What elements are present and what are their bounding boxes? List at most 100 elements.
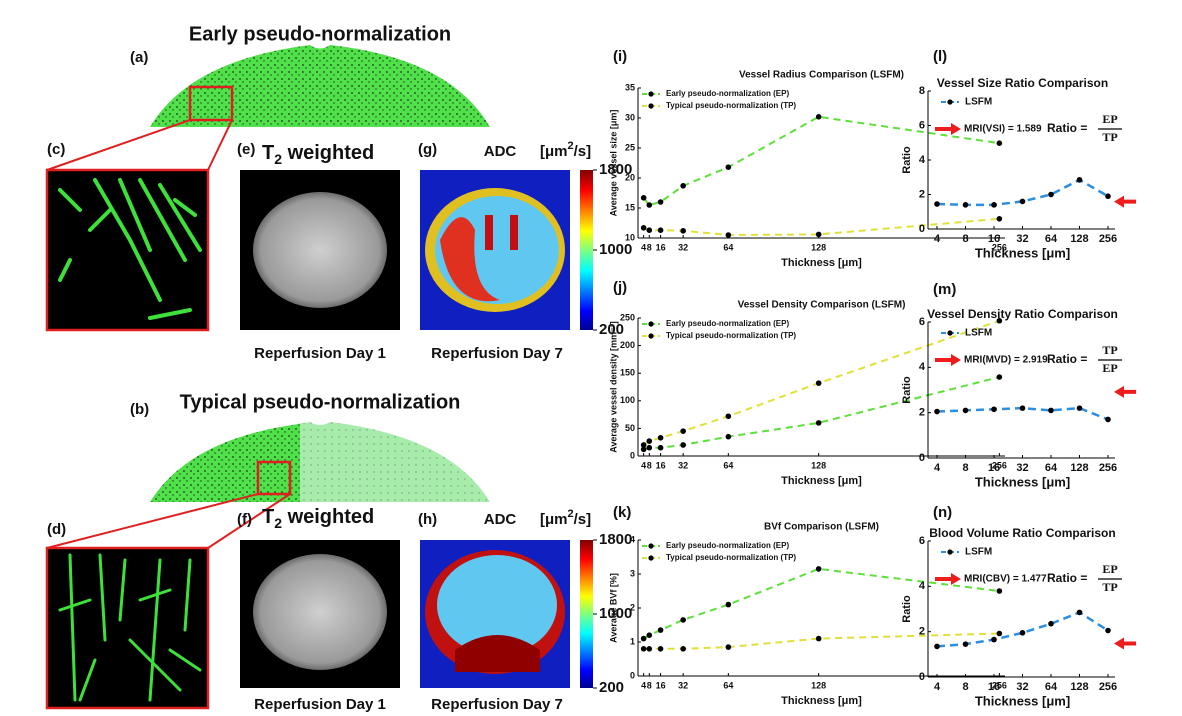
legend-arrow <box>935 573 961 585</box>
y-axis-label: Average vessel size [μm] <box>608 110 618 217</box>
point <box>725 433 732 440</box>
y-tick-label: 0 <box>630 450 635 460</box>
adc-brain <box>437 555 557 655</box>
point <box>657 434 664 441</box>
caption: Reperfusion Day 7 <box>431 345 563 362</box>
y-axis-label: Ratio <box>901 376 913 404</box>
t2-sub: 2 <box>274 151 282 167</box>
caption: Reperfusion Day 7 <box>431 696 563 713</box>
caption: Reperfusion Day 1 <box>254 345 386 362</box>
y-tick-label: 0 <box>919 452 925 464</box>
x-tick-label: 256 <box>1099 681 1117 693</box>
x-tick-label: 64 <box>1045 681 1058 693</box>
point <box>815 420 822 426</box>
point <box>962 641 969 647</box>
legend-marker <box>648 333 654 339</box>
colorbar-tick-label: 200 <box>599 321 624 338</box>
t2-label: T2 weighted <box>262 142 374 166</box>
y-tick-label: 6 <box>919 535 925 547</box>
point <box>646 227 653 233</box>
unit-label: [μm2/s] <box>540 140 591 160</box>
point <box>996 374 1003 380</box>
y-tick-label: 8 <box>919 85 925 97</box>
x-tick-label: 32 <box>678 460 688 470</box>
zoom-box <box>256 460 292 496</box>
point <box>646 632 653 638</box>
legend-label: Typical pseudo-normalization (TP) <box>666 553 796 562</box>
early-title: Early pseudo-normalization <box>189 23 451 45</box>
t2-main: T <box>262 506 274 528</box>
point <box>1105 193 1111 200</box>
x-tick-label: 256 <box>1099 233 1117 245</box>
panel-label: (f) <box>237 511 252 528</box>
vessels <box>58 553 202 702</box>
x-tick-label: 16 <box>988 233 1000 245</box>
unit-sup: 2 <box>568 140 574 152</box>
colorbar <box>580 540 593 688</box>
legend-marker <box>648 103 654 109</box>
x-tick-label: 8 <box>962 233 968 245</box>
x-tick-label: 4 <box>641 460 646 470</box>
point <box>725 232 732 238</box>
y-tick-label: 0 <box>919 223 925 235</box>
annotation: MRI(MVD) = 2.919 <box>964 355 1048 366</box>
point <box>815 380 822 386</box>
point <box>680 428 686 434</box>
legend-marker <box>947 99 953 105</box>
legend-arrow <box>935 354 961 366</box>
y-axis-label: Average vessel density [mm⁻²] <box>608 321 618 452</box>
y-tick-label: 0 <box>919 671 925 683</box>
x-tick-label: 64 <box>723 242 733 252</box>
x-tick-label: 4 <box>934 681 941 693</box>
point <box>640 446 647 453</box>
zoom-line <box>207 493 291 549</box>
y-tick-label: 2 <box>919 188 925 200</box>
x-tick-label: 256 <box>992 460 1007 470</box>
y-tick-label: 3 <box>630 568 635 578</box>
t2-label: T2 weighted <box>262 506 374 530</box>
legend-marker <box>947 549 953 555</box>
annotation: MRI(VSI) = 1.589 <box>964 124 1042 135</box>
x-tick-label: 64 <box>723 460 733 470</box>
brain-slice <box>150 45 490 127</box>
point <box>680 646 686 652</box>
legend-marker <box>947 330 953 336</box>
point <box>996 140 1003 146</box>
vessels <box>58 178 202 320</box>
zoom-line <box>46 119 191 171</box>
y-tick-label: 6 <box>919 119 925 131</box>
x-tick-label: 16 <box>656 242 666 252</box>
unit-pre: [μm <box>540 511 568 528</box>
unit-sup: 2 <box>568 508 574 520</box>
x-tick-label: 64 <box>1045 233 1058 245</box>
x-tick-label: 8 <box>962 462 968 474</box>
point <box>996 216 1003 222</box>
zoom-line <box>46 493 259 549</box>
y-tick-label: 2 <box>919 407 925 419</box>
y-tick-label: 4 <box>919 154 926 166</box>
legend-marker <box>648 555 654 561</box>
colorbar-tick-label: 1800 <box>599 531 632 548</box>
y-axis-label: Average BVf [%] <box>608 573 618 643</box>
x-tick-label: 8 <box>647 242 652 252</box>
brain-mri <box>253 192 387 308</box>
point <box>725 601 732 608</box>
ratio-numerator: TP <box>1102 343 1117 357</box>
adc-ventricle <box>485 215 493 250</box>
x-tick-label: 256 <box>992 242 1007 252</box>
x-tick-label: 64 <box>723 680 733 690</box>
x-tick-label: 16 <box>988 681 1000 693</box>
y-tick-label: 0 <box>630 670 635 680</box>
point <box>680 228 686 234</box>
chart-title: Vessel Size Ratio Comparison <box>937 76 1108 90</box>
point <box>680 617 686 623</box>
x-tick-label: 32 <box>1016 681 1028 693</box>
point <box>1076 609 1083 616</box>
t2-rest: weighted <box>282 506 374 528</box>
legend-label: LSFM <box>965 328 992 339</box>
y-tick-label: 2 <box>919 626 925 638</box>
point <box>996 317 1003 324</box>
point <box>640 635 647 642</box>
panel-label: (c) <box>47 141 65 158</box>
y-tick-label: 25 <box>625 142 635 152</box>
